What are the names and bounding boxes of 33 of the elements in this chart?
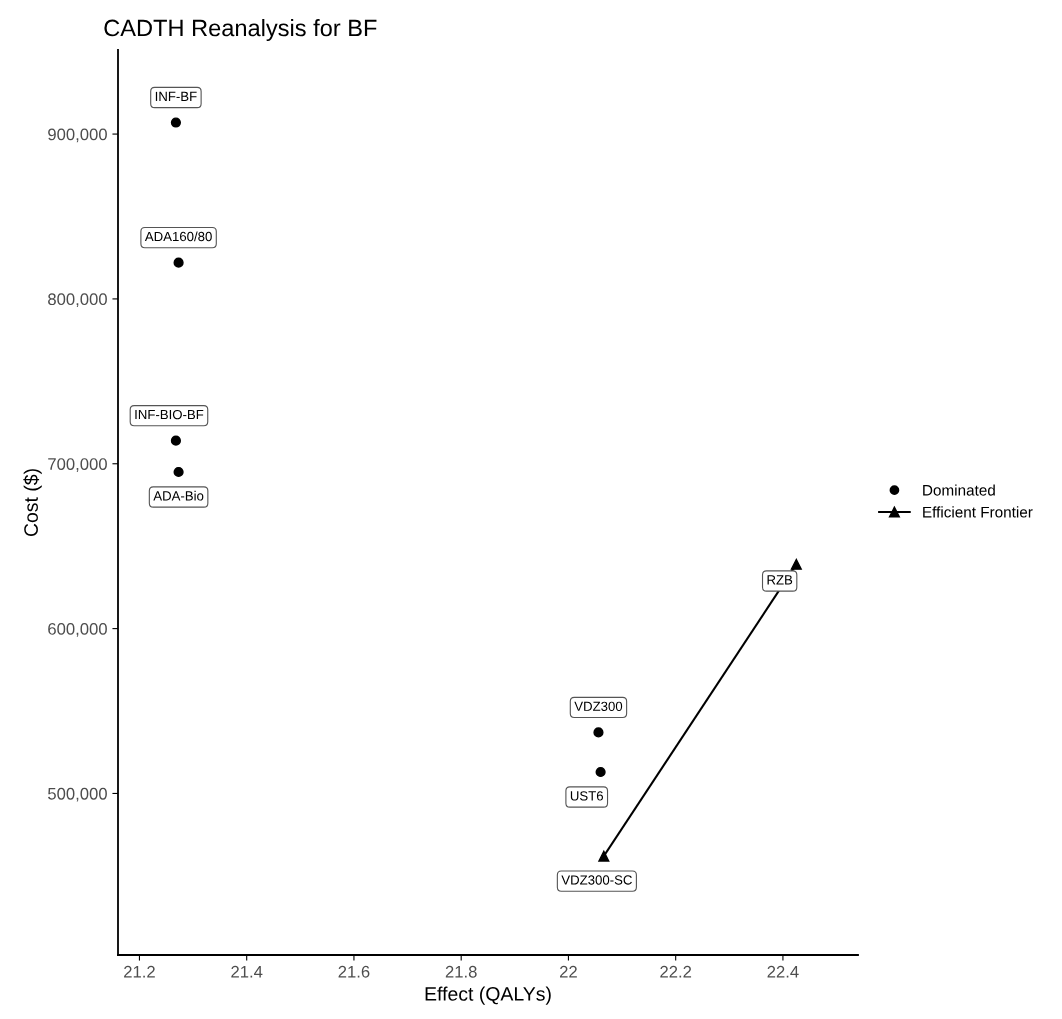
annotation: INF-BIO-BF — [135, 409, 204, 420]
annotation: UST6 — [570, 791, 603, 801]
x-tick-label: 21.8 — [445, 965, 477, 978]
y-tick-label: 700,000 — [48, 458, 107, 472]
point — [170, 435, 181, 446]
x-tick-label: 22.4 — [767, 965, 799, 978]
legend-label: Dominated — [923, 484, 995, 496]
point — [173, 257, 184, 268]
annotation: VDZ300 — [574, 701, 623, 711]
point — [595, 766, 606, 778]
x-tick-label: 21.4 — [231, 965, 263, 978]
y-axis-title: Cost ($) — [23, 469, 42, 537]
annotation: RZB — [767, 575, 793, 585]
point — [790, 558, 802, 570]
point — [593, 727, 604, 738]
x-tick-label: 22 — [560, 965, 577, 978]
y-tick-label: 800,000 — [48, 293, 107, 308]
point — [598, 850, 610, 862]
chart-title: CADTH Reanalysis for BF — [104, 19, 377, 42]
x-tick-label: 21.6 — [338, 965, 370, 978]
x-tick-label: 21.2 — [124, 965, 155, 978]
annotation: ADA-Bio — [153, 490, 204, 501]
point — [170, 117, 181, 128]
y-tick-label: 500,000 — [48, 787, 107, 802]
point — [173, 466, 184, 478]
legend-label: Efficient Frontier — [923, 506, 1033, 518]
x-axis-title: Effect (QALYs) — [425, 986, 551, 1005]
x-tick-label: 22.2 — [660, 965, 692, 978]
annotation: VDZ300-SC — [561, 875, 632, 885]
y-tick-label: 900,000 — [48, 128, 107, 143]
y-tick-label: 600,000 — [48, 623, 107, 637]
annotation: ADA160/80 — [144, 231, 212, 242]
annotation: INF-BF — [155, 91, 197, 101]
